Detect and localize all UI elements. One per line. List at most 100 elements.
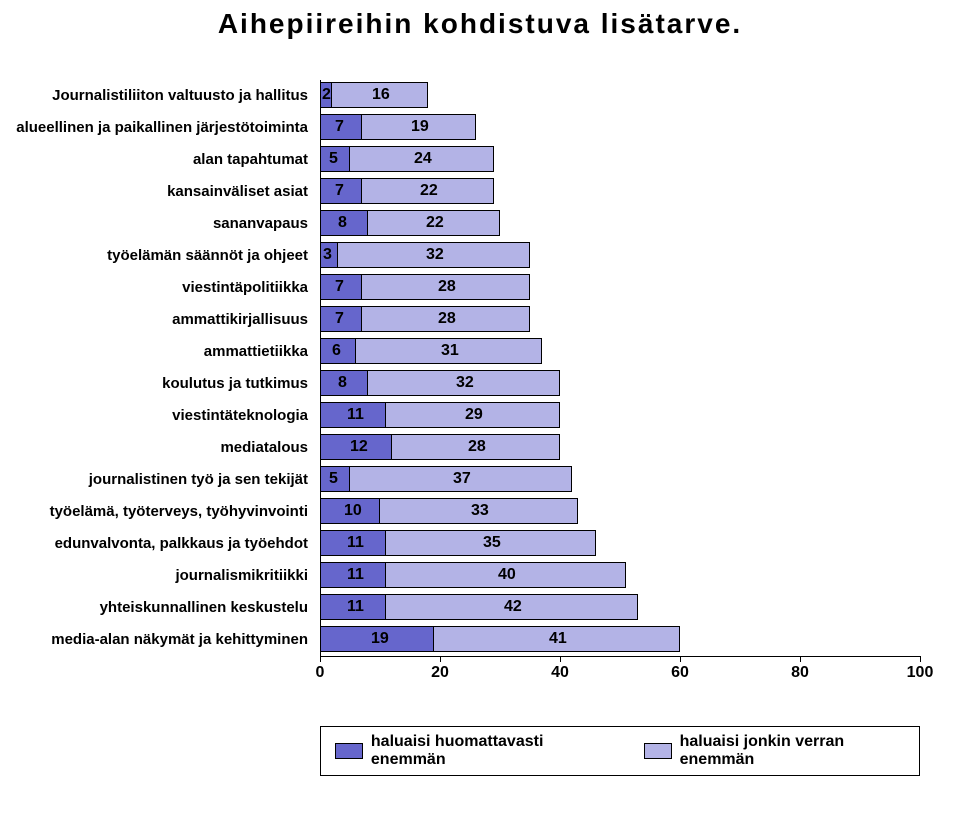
legend: haluaisi huomattavasti enemmän haluaisi j… (320, 726, 920, 776)
category-label: media-alan näkymät ja kehittyminen (0, 624, 314, 654)
category-label: journalistinen työ ja sen tekijät (0, 464, 314, 494)
bar-value-b: 24 (414, 150, 432, 168)
category-labels: Journalistiliiton valtuusto ja hallitus a… (0, 80, 320, 656)
bar-value-b: 22 (420, 182, 438, 200)
plot-wrap: Journalistiliiton valtuusto ja hallitus a… (0, 80, 960, 656)
x-tick (320, 656, 321, 662)
bar-row: 8 32 (320, 370, 920, 396)
category-label: Journalistiliiton valtuusto ja hallitus (0, 80, 314, 110)
bar-value-b: 29 (465, 406, 483, 424)
chart-title: Aihepiireihin kohdistuva lisätarve. (0, 8, 960, 40)
x-tick-label: 20 (431, 664, 449, 682)
bar-value-a: 5 (329, 470, 338, 488)
bar-value-b: 35 (483, 534, 501, 552)
legend-host: haluaisi huomattavasti enemmän haluaisi j… (320, 726, 920, 776)
category-label: sananvapaus (0, 208, 314, 238)
bar-value-a: 7 (335, 182, 344, 200)
x-tick-label: 80 (791, 664, 809, 682)
legend-item-b: haluaisi jonkin verran enemmän (644, 733, 905, 769)
bar-row: 12 28 (320, 434, 920, 460)
category-label: journalismikritiikki (0, 560, 314, 590)
category-label: työelämän säännöt ja ohjeet (0, 240, 314, 270)
legend-item-b-swatch (644, 743, 672, 759)
bar-value-a: 10 (344, 502, 362, 520)
chart-container: Aihepiireihin kohdistuva lisätarve. Jour… (0, 0, 960, 776)
legend-item-a: haluaisi huomattavasti enemmän (335, 733, 604, 769)
bar-value-a: 19 (371, 630, 389, 648)
x-tick (560, 656, 561, 662)
x-tick-label: 60 (671, 664, 689, 682)
category-label: edunvalvonta, palkkaus ja työehdot (0, 528, 314, 558)
x-tick (800, 656, 801, 662)
chart-area: Journalistiliiton valtuusto ja hallitus a… (0, 80, 960, 776)
bar-value-a: 8 (338, 214, 347, 232)
bar-value-b: 37 (453, 470, 471, 488)
bar-row: 5 37 (320, 466, 920, 492)
bar-value-a: 3 (323, 246, 332, 264)
bar-value-a: 6 (332, 342, 341, 360)
bar-value-b: 22 (426, 214, 444, 232)
bar-row: 11 35 (320, 530, 920, 556)
legend-item-b-label: haluaisi jonkin verran enemmän (680, 733, 905, 769)
y-axis-line (320, 80, 321, 656)
bar-row: 11 42 (320, 594, 920, 620)
category-label: työelämä, työterveys, työhyvinvointi (0, 496, 314, 526)
bar-row: 11 29 (320, 402, 920, 428)
x-tick-label: 100 (907, 664, 934, 682)
bar-value-b: 16 (372, 86, 390, 104)
bar-row: 6 31 (320, 338, 920, 364)
bar-row: 11 40 (320, 562, 920, 588)
bar-value-b: 40 (498, 566, 516, 584)
category-label: mediatalous (0, 432, 314, 462)
bar-value-b: 31 (441, 342, 459, 360)
bar-value-a: 2 (322, 86, 331, 104)
category-label: yhteiskunnallinen keskustelu (0, 592, 314, 622)
bar-value-b: 32 (456, 374, 474, 392)
bar-row: 2 16 (320, 82, 920, 108)
bar-value-b: 28 (438, 278, 456, 296)
category-label: ammattikirjallisuus (0, 304, 314, 334)
bar-value-b: 32 (426, 246, 444, 264)
bar-value-b: 19 (411, 118, 429, 136)
category-label: viestintäteknologia (0, 400, 314, 430)
x-tick (920, 656, 921, 662)
x-tick (440, 656, 441, 662)
bar-row: 5 24 (320, 146, 920, 172)
bar-value-a: 7 (335, 278, 344, 296)
category-label: viestintäpolitiikka (0, 272, 314, 302)
bar-value-a: 11 (347, 598, 364, 616)
bar-value-a: 12 (350, 438, 368, 456)
bar-row: 7 19 (320, 114, 920, 140)
bar-value-b: 42 (504, 598, 522, 616)
x-tick (680, 656, 681, 662)
bar-value-a: 11 (347, 534, 364, 552)
bar-row: 8 22 (320, 210, 920, 236)
bar-row: 3 32 (320, 242, 920, 268)
bar-value-a: 7 (335, 118, 344, 136)
bar-row: 7 22 (320, 178, 920, 204)
bar-value-b: 28 (468, 438, 486, 456)
bar-value-a: 7 (335, 310, 344, 328)
x-axis-line (320, 656, 920, 657)
bar-value-b: 41 (549, 630, 567, 648)
bar-row: 10 33 (320, 498, 920, 524)
category-label: koulutus ja tutkimus (0, 368, 314, 398)
bar-value-a: 11 (347, 566, 364, 584)
x-tick-label: 0 (316, 664, 325, 682)
category-label: alan tapahtumat (0, 144, 314, 174)
bar-row: 1941 (320, 626, 920, 652)
x-axis: 020406080100 (320, 656, 920, 696)
x-tick-label: 40 (551, 664, 569, 682)
category-label: kansainväliset asiat (0, 176, 314, 206)
plot: 2 16 7 19 5 24 7 22 8 22 3 32 7 28 7 28 6 31 8 32 11 29 12 28 5 3… (320, 80, 920, 656)
bar-value-a: 8 (338, 374, 347, 392)
legend-item-a-label: haluaisi huomattavasti enemmän (371, 733, 604, 769)
bar-row: 7 28 (320, 274, 920, 300)
legend-item-a-swatch (335, 743, 363, 759)
category-label: ammattietiikka (0, 336, 314, 366)
bar-value-a: 11 (347, 406, 364, 424)
bar-row: 7 28 (320, 306, 920, 332)
bar-value-a: 5 (329, 150, 338, 168)
bar-value-b: 33 (471, 502, 489, 520)
bar-value-b: 28 (438, 310, 456, 328)
